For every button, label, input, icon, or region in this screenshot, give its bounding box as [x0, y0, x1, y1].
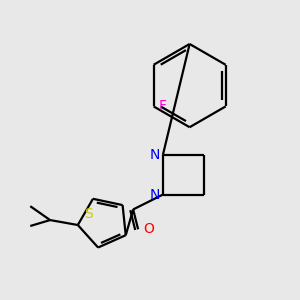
- Text: F: F: [158, 99, 166, 113]
- Text: O: O: [143, 222, 154, 236]
- Text: N: N: [149, 148, 160, 162]
- Text: N: N: [149, 188, 160, 202]
- Text: S: S: [85, 207, 93, 221]
